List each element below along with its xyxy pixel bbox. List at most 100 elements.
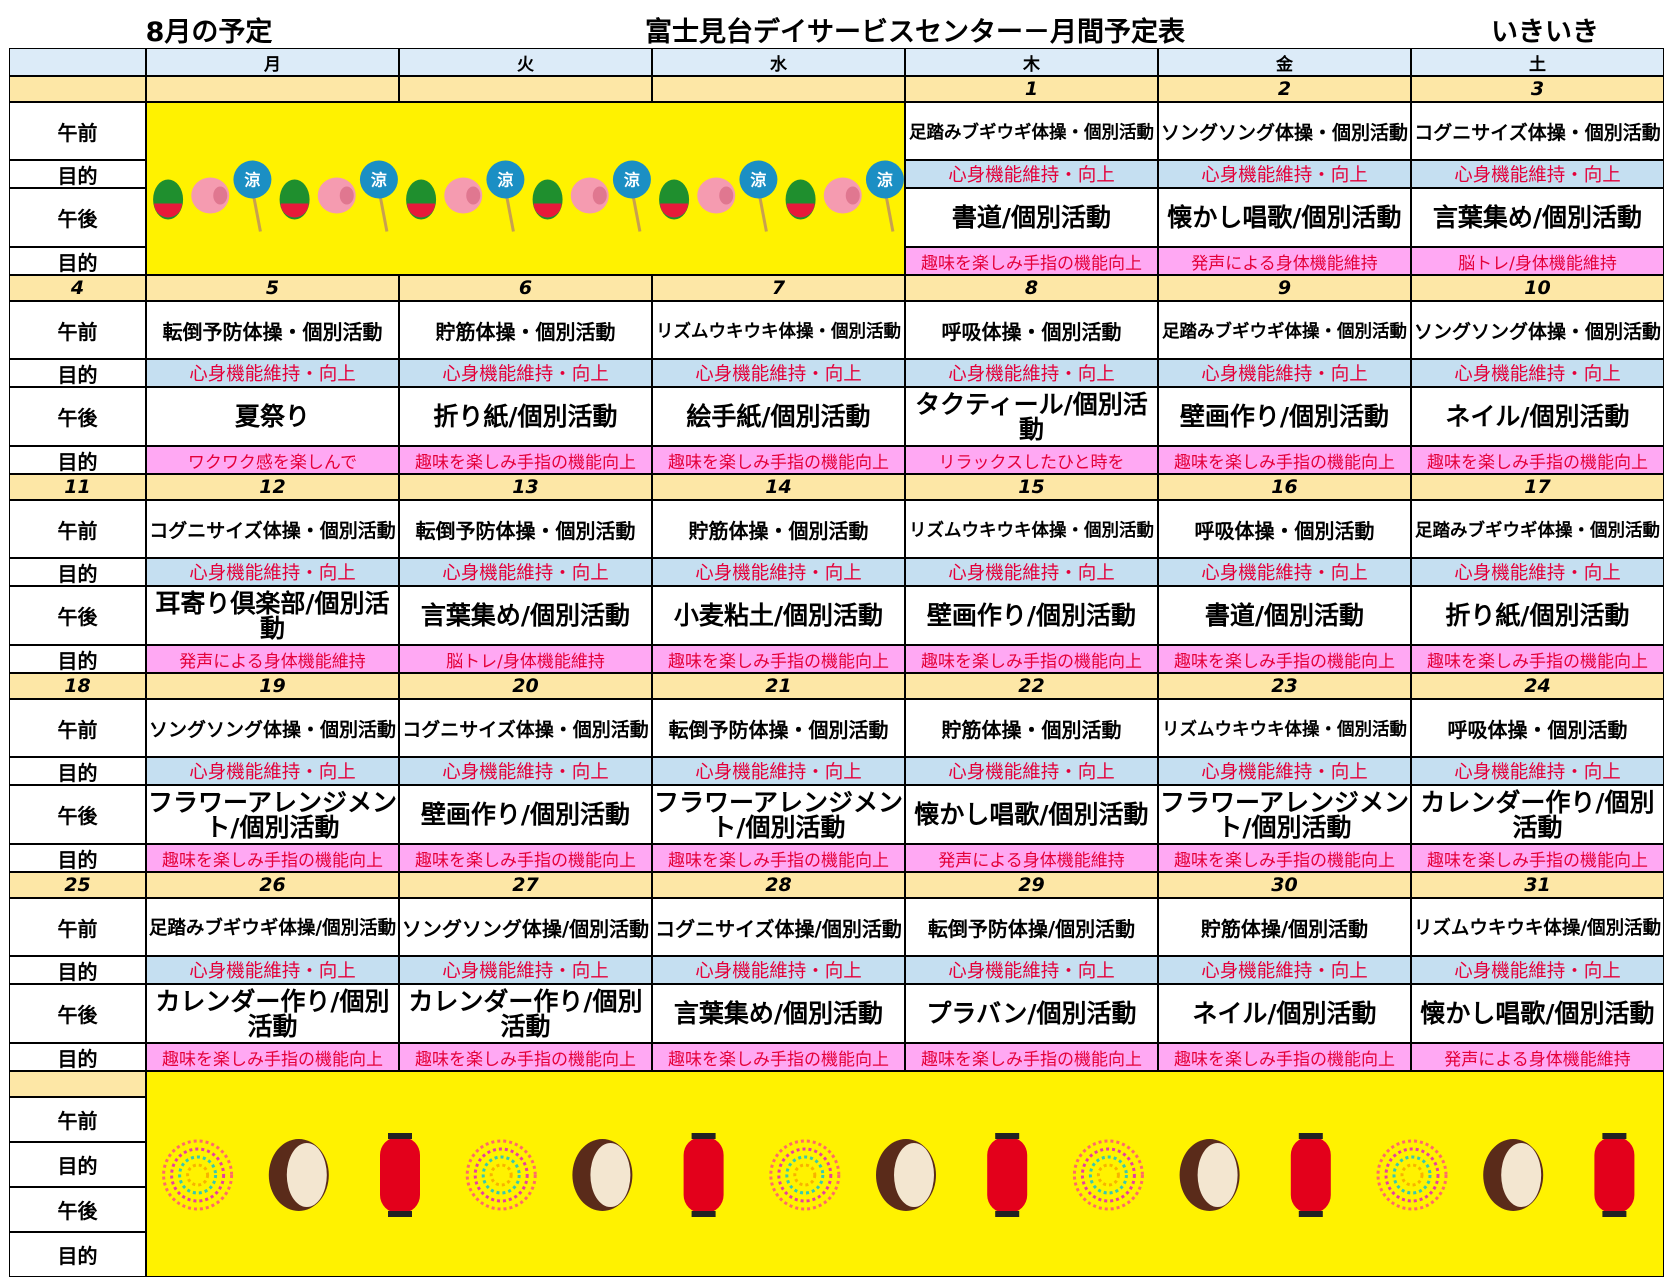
date-cell: 27	[399, 872, 652, 898]
date-cell: 13	[399, 474, 652, 500]
am-goal: 心身機能維持・向上	[399, 757, 652, 785]
am: ソングソング体操・個別活動	[1158, 102, 1411, 160]
date-cell: 7	[652, 275, 905, 301]
date-cell	[146, 76, 399, 102]
pm: 壁画作り/個別活動	[399, 785, 652, 844]
row-label: 午後	[9, 586, 146, 645]
pm: 小麦粘土/個別活動	[652, 586, 905, 645]
month-label: 8月の予定	[145, 16, 273, 48]
am: 貯筋体操・個別活動	[399, 301, 652, 359]
row-label: 目的	[9, 1142, 146, 1187]
am: 貯筋体操/個別活動	[1158, 898, 1411, 956]
am-goal: 心身機能維持・向上	[146, 558, 399, 586]
am-goal: 心身機能維持・向上	[1158, 359, 1411, 387]
pm-goal: 趣味を楽しみ手指の機能向上	[652, 645, 905, 673]
am-goal: 心身機能維持・向上	[652, 956, 905, 984]
am: 転倒予防体操/個別活動	[905, 898, 1158, 956]
pm: ネイル/個別活動	[1158, 984, 1411, 1043]
pm: ネイル/個別活動	[1411, 387, 1664, 446]
am-goal: 心身機能維持・向上	[1158, 558, 1411, 586]
row-label: 目的	[9, 160, 146, 188]
decoration-area	[146, 1071, 1664, 1277]
pm: 言葉集め/個別活動	[1411, 188, 1664, 247]
am: 呼吸体操・個別活動	[1411, 699, 1664, 757]
pm: 壁画作り/個別活動	[1158, 387, 1411, 446]
weekday: 金	[1158, 48, 1411, 76]
weekday: 木	[905, 48, 1158, 76]
pm: 言葉集め/個別活動	[652, 984, 905, 1043]
pm: カレンダー作り/個別活動	[146, 984, 399, 1043]
am-goal: 心身機能維持・向上	[905, 359, 1158, 387]
date-cell: 8	[905, 275, 1158, 301]
am: 足踏みブギウギ体操・個別活動	[1411, 500, 1664, 558]
svg-text:涼: 涼	[497, 171, 513, 190]
svg-text:涼: 涼	[624, 171, 640, 190]
pm: 懐かし唱歌/個別活動	[1411, 984, 1664, 1043]
pm-goal: 趣味を楽しみ手指の機能向上	[146, 844, 399, 872]
date-cell: 19	[146, 673, 399, 699]
am-goal: 心身機能維持・向上	[1158, 160, 1411, 188]
pm-goal: 趣味を楽しみ手指の機能向上	[905, 247, 1158, 275]
row-label: 目的	[9, 1232, 146, 1277]
weekday: 水	[652, 48, 905, 76]
date-cell: 23	[1158, 673, 1411, 699]
date-cell: 2	[1158, 76, 1411, 102]
date-cell: 6	[399, 275, 652, 301]
row-label: 目的	[9, 1043, 146, 1071]
am: コグニサイズ体操/個別活動	[652, 898, 905, 956]
weekday: 土	[1411, 48, 1664, 76]
pm: 壁画作り/個別活動	[905, 586, 1158, 645]
pm-goal: 趣味を楽しみ手指の機能向上	[399, 1043, 652, 1071]
am-goal: 心身機能維持・向上	[652, 359, 905, 387]
am: 足踏みブギウギ体操・個別活動	[1158, 301, 1411, 359]
pm-goal: 趣味を楽しみ手指の機能向上	[1411, 645, 1664, 673]
am-goal: 心身機能維持・向上	[1411, 160, 1664, 188]
date-cell	[399, 76, 652, 102]
pm-goal: 趣味を楽しみ手指の機能向上	[1158, 446, 1411, 474]
date-cell: 10	[1411, 275, 1664, 301]
pm-goal: 趣味を楽しみ手指の機能向上	[146, 1043, 399, 1071]
pm: フラワーアレンジメント/個別活動	[146, 785, 399, 844]
am: 転倒予防体操・個別活動	[399, 500, 652, 558]
am-goal: 心身機能維持・向上	[399, 558, 652, 586]
pm: 耳寄り倶楽部/個別活動	[146, 586, 399, 645]
am-goal: 心身機能維持・向上	[1158, 956, 1411, 984]
pm-goal: ワクワク感を楽しんで	[146, 446, 399, 474]
am-goal: 心身機能維持・向上	[905, 160, 1158, 188]
pm-goal: 趣味を楽しみ手指の機能向上	[905, 1043, 1158, 1071]
am-goal: 心身機能維持・向上	[1411, 757, 1664, 785]
pm-goal: 趣味を楽しみ手指の機能向上	[1158, 645, 1411, 673]
am-goal: 心身機能維持・向上	[905, 757, 1158, 785]
decoration-area: 涼涼涼涼涼涼	[146, 102, 905, 275]
row-label: 午前	[9, 301, 146, 359]
decoration	[162, 1133, 1635, 1217]
am: ソングソング体操・個別活動	[146, 699, 399, 757]
svg-text:涼: 涼	[750, 171, 766, 190]
svg-text:涼: 涼	[877, 171, 893, 190]
pm: 書道/個別活動	[905, 188, 1158, 247]
date-cell: 21	[652, 673, 905, 699]
am-goal: 心身機能維持・向上	[652, 558, 905, 586]
date-cell: 3	[1411, 76, 1664, 102]
am: リズムウキウキ体操/個別活動	[1411, 898, 1664, 956]
decoration: 涼涼涼涼涼涼	[153, 160, 904, 232]
am: リズムウキウキ体操・個別活動	[652, 301, 905, 359]
weekday-blank	[9, 48, 146, 76]
date-cell: 14	[652, 474, 905, 500]
date-cell: 28	[652, 872, 905, 898]
row-label: 午後	[9, 984, 146, 1043]
date-cell: 16	[1158, 474, 1411, 500]
pm-goal: 趣味を楽しみ手指の機能向上	[1411, 446, 1664, 474]
row-label: 目的	[9, 956, 146, 984]
pm: フラワーアレンジメント/個別活動	[1158, 785, 1411, 844]
am: コグニサイズ体操・個別活動	[1411, 102, 1664, 160]
pm-goal: 脳トレ/身体機能維持	[399, 645, 652, 673]
row-label: 目的	[9, 446, 146, 474]
pm: 懐かし唱歌/個別活動	[905, 785, 1158, 844]
am: 貯筋体操・個別活動	[905, 699, 1158, 757]
row-label: 午前	[9, 699, 146, 757]
date-cell: 9	[1158, 275, 1411, 301]
pm-goal: 発声による身体機能維持	[1411, 1043, 1664, 1071]
svg-text:涼: 涼	[371, 171, 387, 190]
